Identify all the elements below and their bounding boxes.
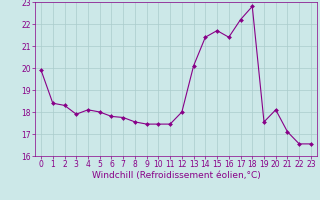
X-axis label: Windchill (Refroidissement éolien,°C): Windchill (Refroidissement éolien,°C) — [92, 171, 260, 180]
